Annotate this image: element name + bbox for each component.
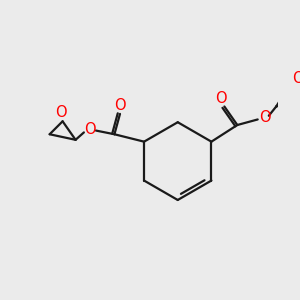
Text: O: O: [215, 91, 226, 106]
Text: O: O: [84, 122, 95, 137]
Text: O: O: [114, 98, 126, 113]
Text: O: O: [292, 71, 300, 86]
Text: O: O: [55, 106, 67, 121]
Text: O: O: [259, 110, 271, 125]
